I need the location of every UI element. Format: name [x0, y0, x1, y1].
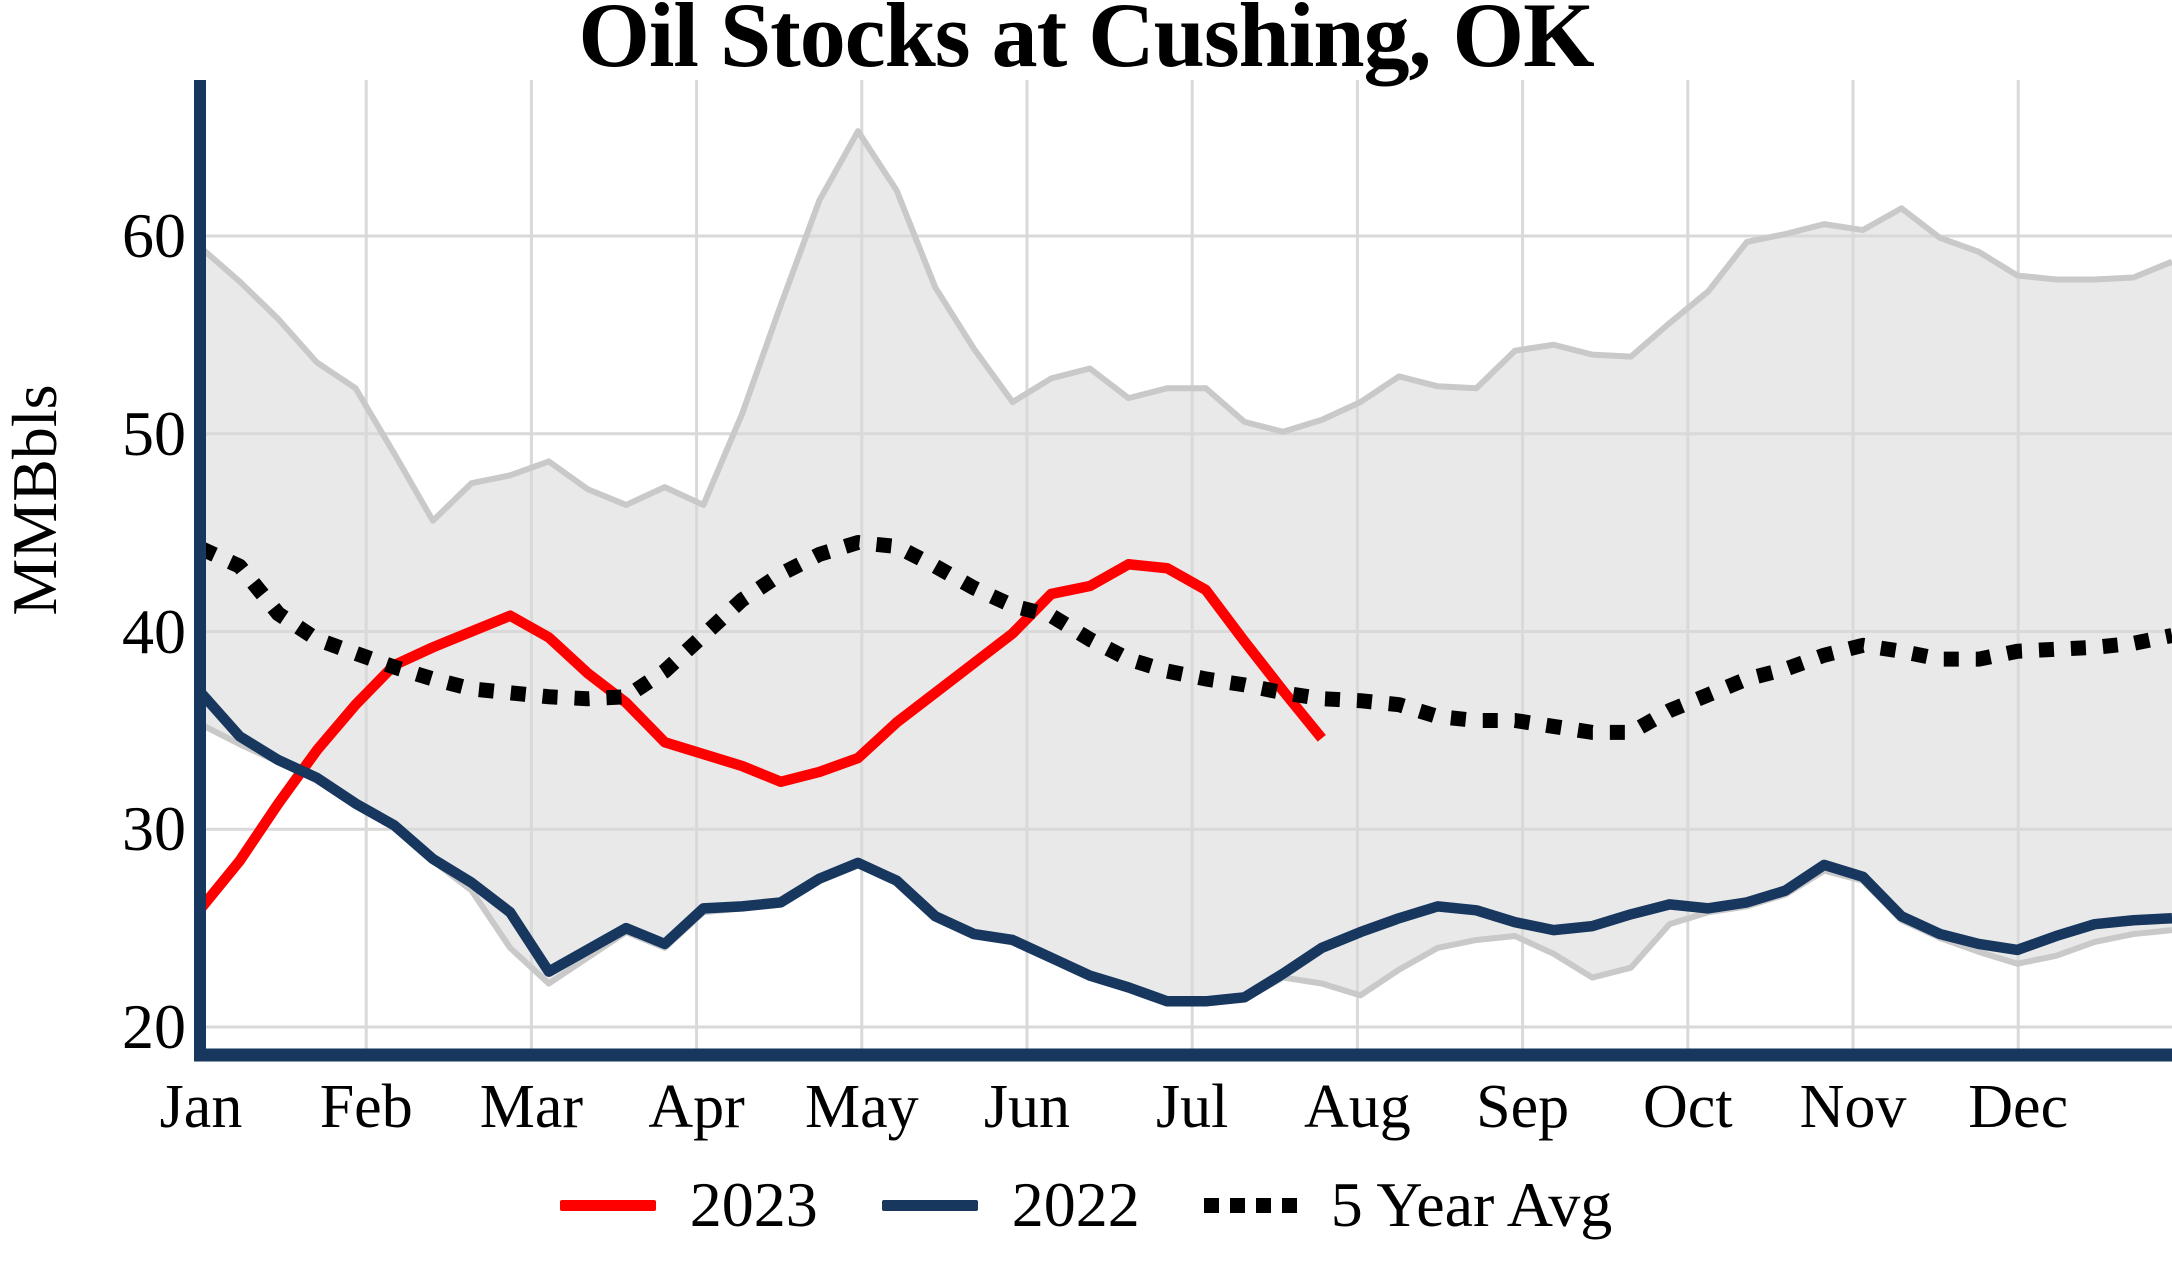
legend-swatch-line — [881, 1199, 978, 1211]
y-tick-label: 50 — [122, 397, 186, 469]
x-tick-label: Feb — [319, 1073, 413, 1141]
legend-item: 5 Year Avg — [1203, 1168, 1613, 1242]
legend-label: 2022 — [1011, 1169, 1140, 1240]
x-tick-label: Apr — [648, 1073, 745, 1141]
x-tick-label: Oct — [1643, 1073, 1733, 1141]
x-tick-label: Nov — [1799, 1073, 1907, 1141]
x-tick-label: Aug — [1304, 1073, 1411, 1141]
chart-title: Oil Stocks at Cushing, OK — [578, 0, 1594, 86]
dotted-swatch-square — [1229, 1197, 1245, 1213]
five-year-range-band — [201, 131, 2172, 1004]
dotted-swatch-square — [1255, 1197, 1271, 1213]
band-top-edge — [199, 128, 2172, 524]
y-tick-label: 30 — [122, 793, 186, 865]
dotted-swatch-square — [1203, 1197, 1219, 1213]
dotted-swatch-square — [1281, 1197, 1297, 1213]
y-tick-label: 20 — [122, 991, 186, 1062]
x-tick-label: Sep — [1476, 1073, 1570, 1141]
legend-item: 2022 — [881, 1168, 1140, 1242]
x-tick-label: Mar — [479, 1073, 584, 1141]
x-tick-label: May — [804, 1073, 919, 1141]
x-tick-label: Dec — [1968, 1073, 2069, 1141]
x-tick-label: Jul — [1156, 1073, 1229, 1141]
x-tick-label: Jun — [983, 1073, 1071, 1141]
legend-label: 5 Year Avg — [1330, 1169, 1613, 1240]
legend-label: 2023 — [689, 1169, 818, 1240]
legend-swatch-dotted — [1203, 1197, 1297, 1213]
legend-item: 2023 — [559, 1168, 818, 1242]
series-line-2022 — [197, 689, 2172, 1007]
legend: 2023 2022 5 Year Avg — [0, 1168, 2172, 1242]
y-tick-label: 40 — [122, 595, 186, 667]
x-tick-label: Jan — [159, 1073, 243, 1141]
legend-swatch-line — [559, 1199, 656, 1211]
y-tick-label: 60 — [122, 200, 186, 271]
